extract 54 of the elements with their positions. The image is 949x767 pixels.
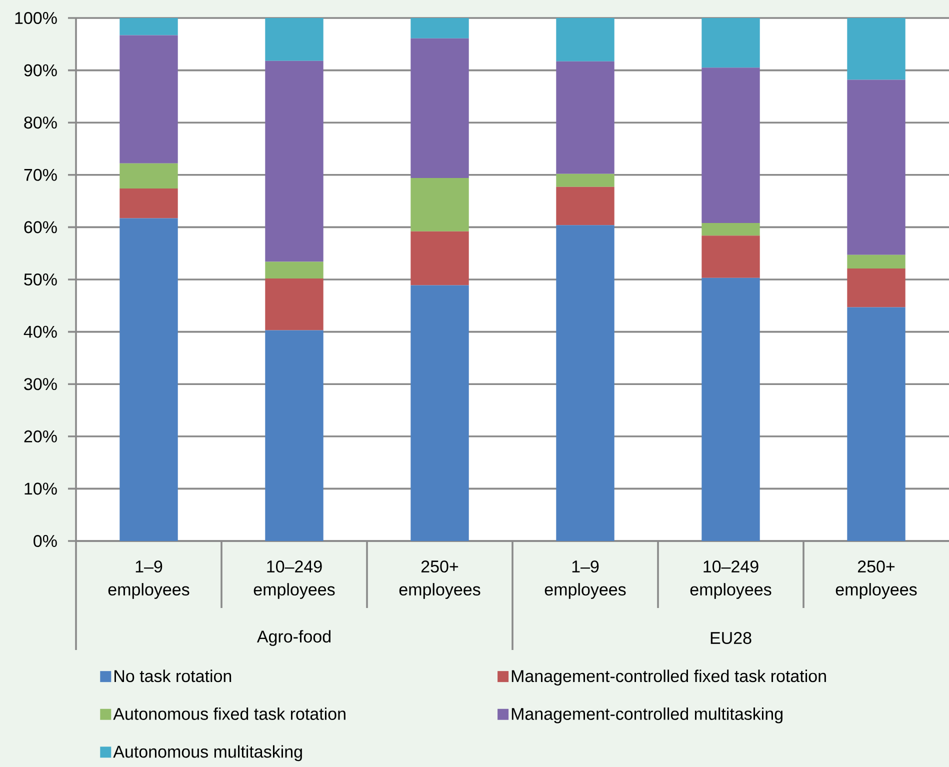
bar — [556, 225, 614, 541]
bar — [556, 186, 614, 226]
bar — [847, 307, 906, 541]
bar — [120, 188, 178, 218]
bar — [265, 262, 324, 278]
legend-label: No task rotation — [114, 670, 232, 682]
y-tick-label: 70% — [24, 168, 57, 181]
bar — [702, 236, 760, 278]
bar — [265, 18, 324, 61]
bar — [120, 163, 178, 188]
y-tick-label: 80% — [24, 116, 57, 129]
bar — [702, 68, 760, 224]
y-tick-label: 20% — [24, 430, 57, 442]
bar — [556, 61, 614, 174]
bar — [847, 254, 906, 269]
bar — [847, 80, 906, 255]
bar — [410, 231, 469, 286]
text: EU28 — [710, 632, 752, 644]
bar — [120, 218, 178, 541]
y-tick-label: 100% — [15, 12, 57, 24]
bar — [265, 278, 324, 330]
bar — [702, 278, 760, 541]
text: Agro-food — [256, 630, 330, 646]
bar — [265, 330, 324, 541]
x-tick-label: 250+ employees — [836, 560, 917, 599]
bar — [847, 268, 906, 308]
x-tick-label: 250+ employees — [399, 560, 480, 599]
y-tick-label: 10% — [24, 482, 57, 495]
legend-label: Autonomous fixed task rotation — [113, 707, 346, 720]
x-tick-label: 10–249 employees — [254, 560, 335, 599]
x-tick-label: 1–9 employees — [108, 560, 190, 599]
bar — [702, 223, 760, 236]
bar — [847, 18, 906, 80]
legend-label: Management-controlled fixed task rotation — [512, 670, 826, 686]
y-tick-label: 60% — [24, 221, 57, 234]
x-tick-label: 10–249 employees — [690, 560, 772, 599]
bar — [120, 35, 178, 164]
bar — [702, 18, 760, 68]
y-tick-label: 50% — [24, 273, 57, 286]
x-tick-label: 1–9 employees — [544, 560, 626, 599]
bar — [265, 60, 324, 262]
bar — [410, 38, 469, 178]
bar — [556, 18, 614, 62]
y-tick-label: 40% — [24, 326, 57, 338]
y-tick-label: 90% — [24, 64, 57, 76]
y-tick-label: 30% — [24, 378, 57, 390]
legend-label: Autonomous multitasking — [113, 745, 302, 762]
bar — [120, 18, 178, 36]
y-tick-label: 0% — [34, 534, 57, 548]
bar — [556, 174, 614, 187]
legend-label: Management-controlled multitasking — [512, 707, 782, 724]
bar — [410, 178, 469, 232]
bar — [410, 18, 469, 38]
bar — [410, 285, 469, 541]
